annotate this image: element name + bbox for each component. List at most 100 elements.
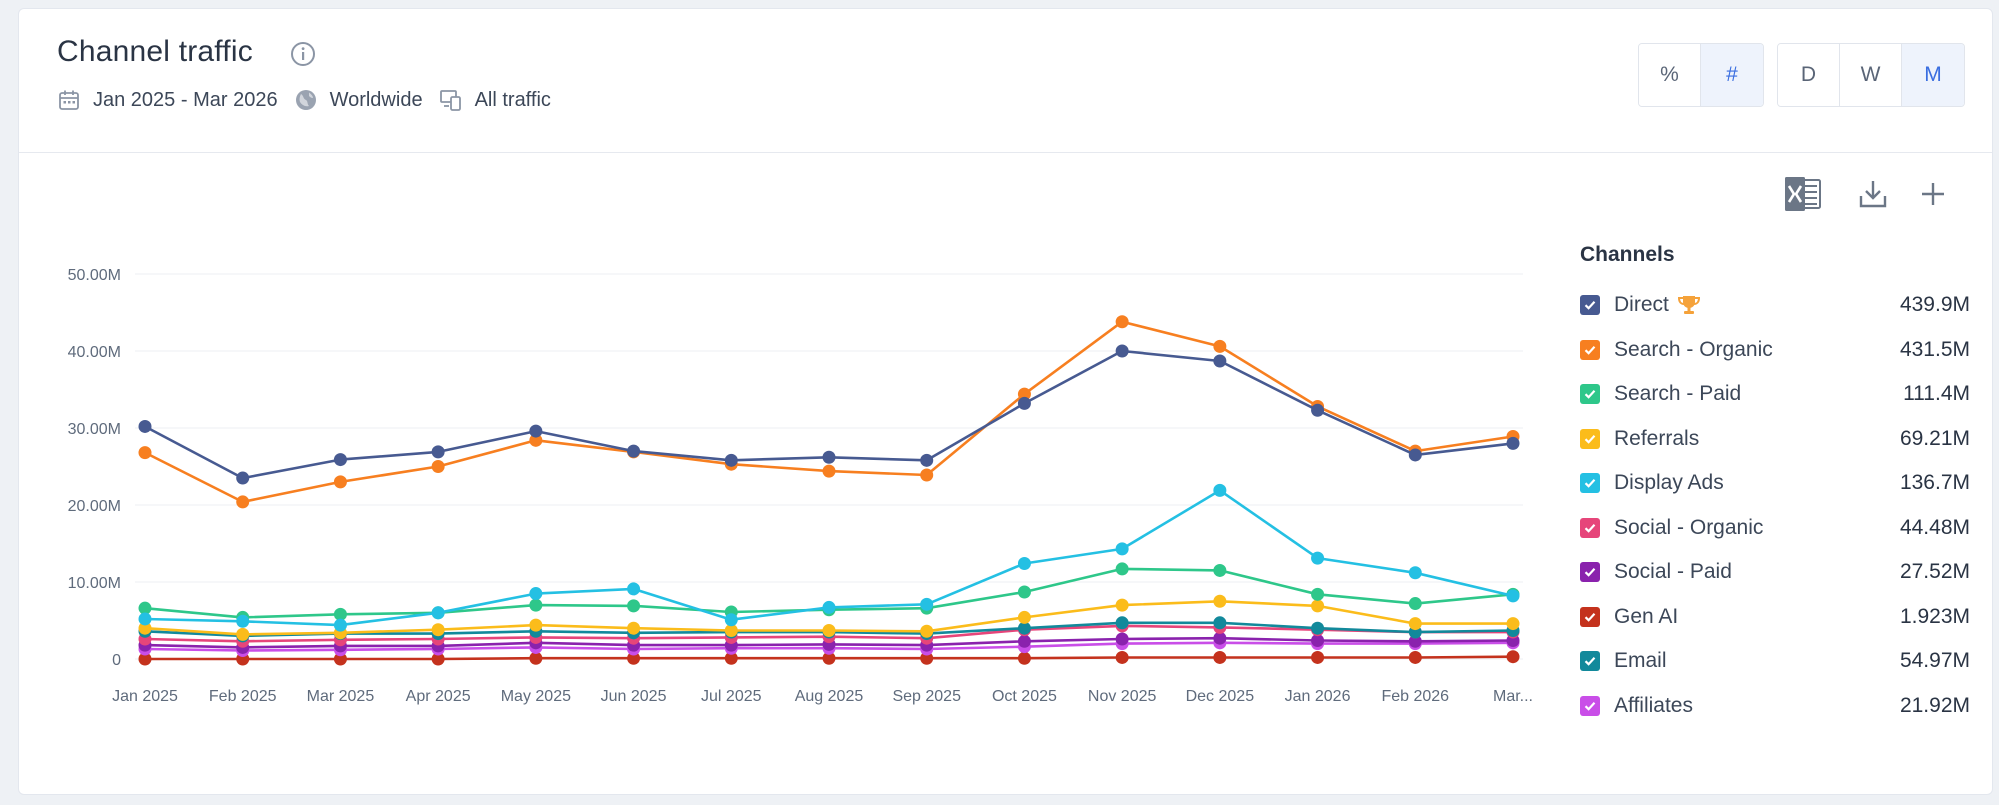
data-point-search-paid[interactable] bbox=[333, 607, 347, 621]
data-point-display-ads[interactable] bbox=[1213, 483, 1227, 497]
data-point-search-organic[interactable] bbox=[529, 433, 543, 447]
data-point-email[interactable] bbox=[1017, 621, 1031, 635]
data-point-referrals[interactable] bbox=[627, 621, 641, 635]
data-point-search-organic[interactable] bbox=[1017, 387, 1031, 401]
number-button[interactable]: # bbox=[1701, 44, 1763, 106]
data-point-email[interactable] bbox=[1311, 621, 1325, 635]
data-point-display-ads[interactable] bbox=[431, 606, 445, 620]
data-point-referrals[interactable] bbox=[1408, 617, 1422, 631]
data-point-direct[interactable] bbox=[1506, 436, 1520, 450]
data-point-display-ads[interactable] bbox=[920, 597, 934, 611]
data-point-email[interactable] bbox=[1213, 616, 1227, 630]
checkbox-icon[interactable] bbox=[1580, 384, 1600, 405]
traffic-type[interactable]: All traffic bbox=[474, 88, 551, 111]
data-point-gen-ai[interactable] bbox=[431, 652, 445, 666]
legend-item-email[interactable]: Email 54.97M bbox=[1580, 639, 1970, 684]
legend-item-referrals[interactable]: Referrals 69.21M bbox=[1580, 417, 1970, 462]
date-range[interactable]: Jan 2025 - Mar 2026 bbox=[93, 88, 278, 111]
data-point-gen-ai[interactable] bbox=[1115, 650, 1129, 664]
data-point-social-paid[interactable] bbox=[1017, 634, 1031, 648]
checkbox-icon[interactable] bbox=[1580, 651, 1600, 672]
checkbox-icon[interactable] bbox=[1580, 339, 1600, 360]
data-point-social-paid[interactable] bbox=[1213, 631, 1227, 645]
data-point-gen-ai[interactable] bbox=[333, 652, 347, 666]
data-point-referrals[interactable] bbox=[1311, 599, 1325, 613]
data-point-search-organic[interactable] bbox=[138, 446, 152, 460]
data-point-display-ads[interactable] bbox=[822, 600, 836, 614]
data-point-display-ads[interactable] bbox=[333, 618, 347, 632]
excel-export-icon[interactable] bbox=[1783, 174, 1823, 214]
data-point-direct[interactable] bbox=[431, 445, 445, 459]
data-point-gen-ai[interactable] bbox=[1213, 650, 1227, 664]
percent-button[interactable]: % bbox=[1639, 44, 1701, 106]
legend-item-gen-ai[interactable]: Gen AI 1.923M bbox=[1580, 595, 1970, 640]
data-point-search-paid[interactable] bbox=[1115, 562, 1129, 576]
legend-item-social-organic[interactable]: Social - Organic 44.48M bbox=[1580, 506, 1970, 551]
data-point-direct[interactable] bbox=[333, 453, 347, 467]
legend-item-search-organic[interactable]: Search - Organic 431.5M bbox=[1580, 328, 1970, 373]
data-point-display-ads[interactable] bbox=[1017, 557, 1031, 571]
checkbox-icon[interactable] bbox=[1580, 295, 1600, 316]
data-point-referrals[interactable] bbox=[1017, 610, 1031, 624]
data-point-search-paid[interactable] bbox=[138, 601, 152, 615]
checkbox-icon[interactable] bbox=[1580, 606, 1600, 627]
checkbox-icon[interactable] bbox=[1580, 695, 1600, 716]
legend-item-social-paid[interactable]: Social - Paid 27.52M bbox=[1580, 550, 1970, 595]
data-point-display-ads[interactable] bbox=[724, 613, 738, 627]
data-point-referrals[interactable] bbox=[138, 621, 152, 635]
data-point-gen-ai[interactable] bbox=[822, 651, 836, 665]
data-point-gen-ai[interactable] bbox=[920, 651, 934, 665]
data-point-referrals[interactable] bbox=[236, 627, 250, 641]
weekly-button[interactable]: W bbox=[1840, 44, 1902, 106]
data-point-display-ads[interactable] bbox=[627, 582, 641, 596]
data-point-referrals[interactable] bbox=[920, 624, 934, 638]
info-icon[interactable] bbox=[290, 41, 316, 67]
data-point-gen-ai[interactable] bbox=[138, 652, 152, 666]
data-point-direct[interactable] bbox=[138, 419, 152, 433]
data-point-display-ads[interactable] bbox=[138, 612, 152, 626]
daily-button[interactable]: D bbox=[1778, 44, 1840, 106]
data-point-search-organic[interactable] bbox=[1115, 315, 1129, 329]
data-point-direct[interactable] bbox=[1311, 403, 1325, 417]
data-point-social-paid[interactable] bbox=[1115, 632, 1129, 646]
legend-item-search-paid[interactable]: Search - Paid 111.4M bbox=[1580, 372, 1970, 417]
monthly-button[interactable]: M bbox=[1902, 44, 1964, 106]
data-point-gen-ai[interactable] bbox=[1408, 650, 1422, 664]
data-point-referrals[interactable] bbox=[822, 624, 836, 638]
data-point-search-paid[interactable] bbox=[1017, 585, 1031, 599]
data-point-direct[interactable] bbox=[529, 424, 543, 438]
data-point-display-ads[interactable] bbox=[1115, 542, 1129, 556]
data-point-referrals[interactable] bbox=[724, 624, 738, 638]
data-point-display-ads[interactable] bbox=[529, 587, 543, 601]
data-point-search-organic[interactable] bbox=[1213, 339, 1227, 353]
data-point-gen-ai[interactable] bbox=[529, 651, 543, 665]
data-point-search-paid[interactable] bbox=[1213, 563, 1227, 577]
data-point-social-paid[interactable] bbox=[1311, 634, 1325, 648]
download-icon[interactable] bbox=[1853, 174, 1893, 214]
data-point-referrals[interactable] bbox=[1115, 598, 1129, 612]
data-point-referrals[interactable] bbox=[1506, 617, 1520, 631]
data-point-search-paid[interactable] bbox=[529, 598, 543, 612]
data-point-direct[interactable] bbox=[1017, 396, 1031, 410]
data-point-gen-ai[interactable] bbox=[1311, 650, 1325, 664]
data-point-direct[interactable] bbox=[822, 450, 836, 464]
legend-item-direct[interactable]: Direct 439.9M bbox=[1580, 283, 1970, 328]
data-point-search-paid[interactable] bbox=[1311, 587, 1325, 601]
data-point-search-organic[interactable] bbox=[822, 464, 836, 478]
data-point-direct[interactable] bbox=[724, 453, 738, 467]
data-point-display-ads[interactable] bbox=[236, 614, 250, 628]
data-point-direct[interactable] bbox=[236, 471, 250, 485]
data-point-gen-ai[interactable] bbox=[1017, 651, 1031, 665]
checkbox-icon[interactable] bbox=[1580, 517, 1600, 538]
data-point-search-organic[interactable] bbox=[920, 468, 934, 482]
data-point-referrals[interactable] bbox=[529, 618, 543, 632]
data-point-gen-ai[interactable] bbox=[627, 651, 641, 665]
data-point-referrals[interactable] bbox=[1213, 594, 1227, 608]
checkbox-icon[interactable] bbox=[1580, 562, 1600, 583]
checkbox-icon[interactable] bbox=[1580, 473, 1600, 494]
data-point-direct[interactable] bbox=[627, 444, 641, 458]
data-point-search-organic[interactable] bbox=[431, 460, 445, 473]
data-point-direct[interactable] bbox=[1115, 344, 1129, 358]
data-point-search-organic[interactable] bbox=[333, 475, 347, 489]
data-point-display-ads[interactable] bbox=[1311, 551, 1325, 565]
